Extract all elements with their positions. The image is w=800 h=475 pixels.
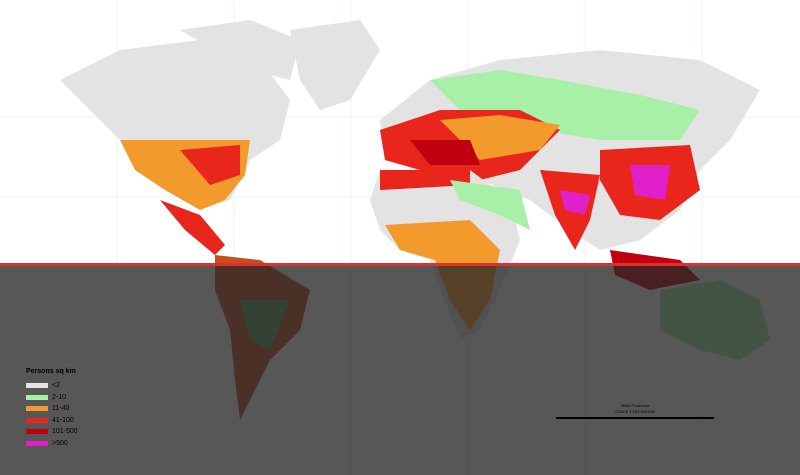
legend-item: 11-40	[26, 404, 78, 413]
legend-swatch	[26, 406, 48, 411]
legend-title: Persons sq km	[26, 368, 76, 375]
legend-label: 11-40	[52, 405, 70, 412]
legend-swatch	[26, 440, 48, 446]
greenland	[290, 20, 380, 110]
europe-asia	[380, 50, 760, 290]
scale-label: SCALE 1:100,000,000	[615, 409, 655, 414]
legend-swatch	[26, 429, 48, 434]
highlight-divider-line	[0, 263, 800, 266]
legend-swatch	[26, 383, 48, 388]
legend-item: 101-500	[26, 427, 78, 436]
legend-label: 41-100	[52, 416, 74, 424]
legend: Persons sq km <2 2-10 11-40 41-100 101-500 >5…	[26, 368, 78, 450]
scale-bar	[556, 417, 714, 419]
legend-item: 2-10	[26, 393, 78, 402]
north-america	[60, 20, 300, 255]
scale-block: Miller Projection SCALE 1:100,000,000	[550, 403, 720, 421]
legend-label: 101-500	[52, 428, 78, 435]
legend-swatch	[26, 394, 48, 400]
legend-item: >500	[26, 439, 78, 448]
legend-label: 2-10	[52, 393, 67, 401]
dim-overlay	[0, 266, 800, 475]
legend-item: <2	[26, 381, 78, 390]
legend-swatch	[26, 417, 48, 423]
legend-label: >500	[52, 439, 68, 447]
projection-label: Miller Projection	[620, 403, 650, 408]
legend-item: 41-100	[26, 416, 78, 425]
legend-label: <2	[52, 382, 60, 389]
